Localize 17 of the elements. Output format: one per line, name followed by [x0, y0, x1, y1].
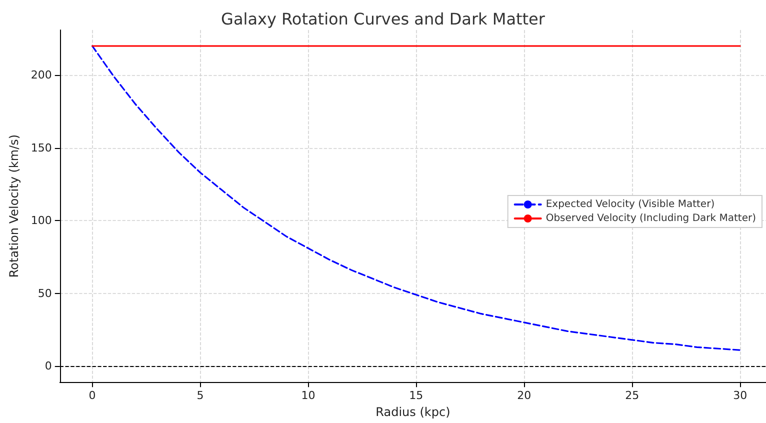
x-tick-label: 25: [625, 389, 640, 402]
legend-label: Expected Velocity (Visible Matter): [546, 199, 715, 210]
x-tick-label: 5: [196, 389, 204, 402]
x-tick-label: 15: [409, 389, 424, 402]
x-tick-label: 20: [517, 389, 532, 402]
x-tick-label: 30: [733, 389, 748, 402]
y-tick-label: 100: [30, 214, 52, 228]
legend-label: Observed Velocity (Including Dark Matter): [546, 213, 756, 224]
y-tick-label: 200: [30, 68, 52, 82]
chart-title: Galaxy Rotation Curves and Dark Matter: [221, 10, 546, 28]
y-tick-label: 50: [38, 286, 52, 300]
y-tick-label: 150: [30, 141, 52, 154]
y-axis-title: Rotation Velocity (km/s): [7, 134, 21, 278]
x-axis-title: Radius (kpc): [376, 405, 450, 419]
x-tick-label: 0: [88, 389, 96, 402]
y-tick-label: 0: [44, 360, 52, 373]
x-tick-label: 10: [301, 389, 316, 402]
